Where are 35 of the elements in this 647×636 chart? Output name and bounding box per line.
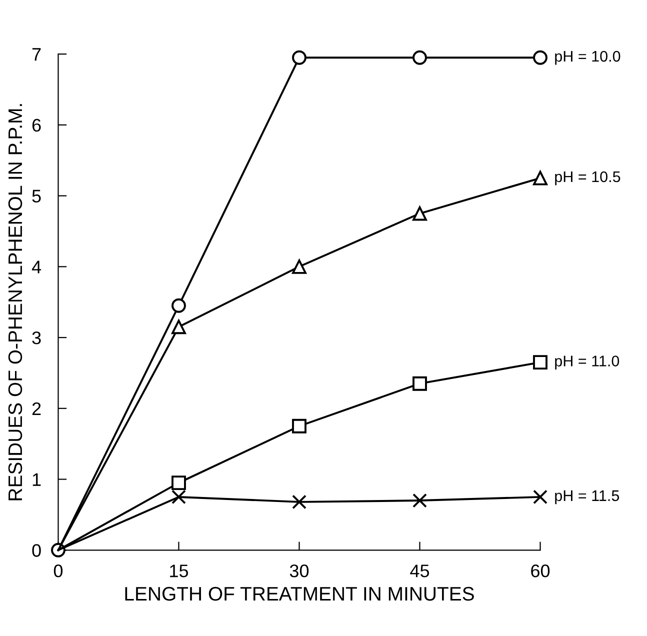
point bbox=[172, 490, 186, 504]
point bbox=[412, 493, 427, 508]
y-tick-label: 3 bbox=[32, 331, 41, 344]
x-tick-label: 60 bbox=[531, 564, 550, 578]
x-axis-title: LENGTH OF TREATMENT IN MINUTES bbox=[125, 586, 474, 601]
y-axis-title: RESIDUES OF O-PHENYLPHENOL IN P.P.M. bbox=[8, 104, 22, 500]
series-label: pH = 11.0 bbox=[555, 356, 620, 370]
y-tick-label: 5 bbox=[32, 190, 41, 203]
x-tick-label: 0 bbox=[54, 564, 63, 578]
x-tick-label: 15 bbox=[170, 564, 188, 578]
point bbox=[533, 170, 548, 186]
y-tick-label: 0 bbox=[32, 544, 41, 557]
point bbox=[172, 320, 186, 334]
point bbox=[533, 490, 548, 504]
point bbox=[533, 355, 548, 370]
point bbox=[292, 418, 306, 434]
point bbox=[533, 50, 548, 65]
series-label: pH = 10.0 bbox=[555, 50, 620, 65]
point bbox=[412, 376, 427, 391]
point bbox=[172, 298, 186, 313]
x-tick-label: 30 bbox=[290, 564, 309, 578]
point bbox=[292, 50, 306, 65]
series-label: pH = 11.5 bbox=[555, 490, 620, 504]
point bbox=[172, 476, 186, 490]
y-tick-label: 6 bbox=[32, 118, 41, 132]
series-label: pH = 10.5 bbox=[555, 171, 620, 186]
point bbox=[292, 494, 306, 510]
y-tick-label: 4 bbox=[32, 260, 42, 274]
y-tick-label: 1 bbox=[32, 473, 41, 486]
y-tick-label: 7 bbox=[32, 48, 41, 61]
y-tick-label: 2 bbox=[32, 402, 41, 415]
point bbox=[292, 259, 306, 274]
point bbox=[412, 50, 427, 65]
x-tick-label: 45 bbox=[410, 564, 430, 578]
point bbox=[412, 206, 427, 221]
